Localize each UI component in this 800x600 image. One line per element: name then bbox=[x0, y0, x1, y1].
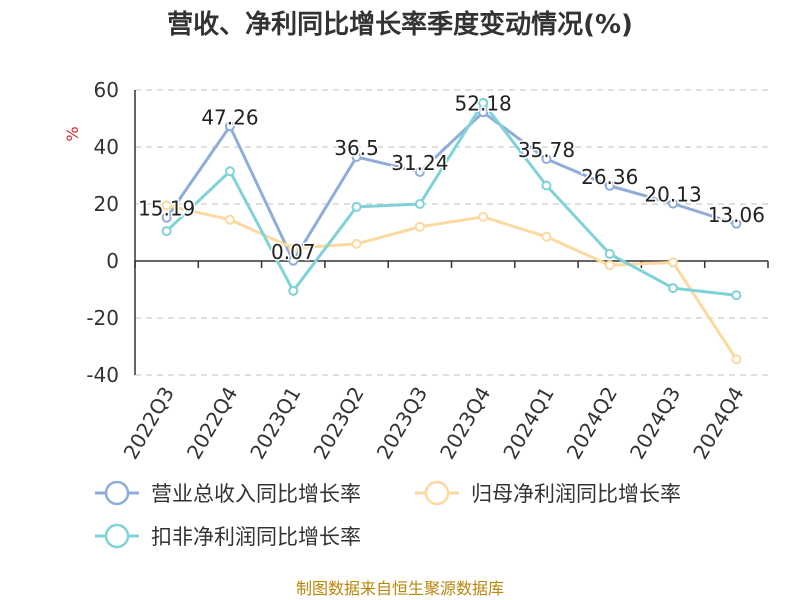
x-tick-label: 2023Q4 bbox=[435, 383, 495, 464]
data-point bbox=[288, 255, 299, 266]
data-point bbox=[351, 151, 362, 162]
legend-swatch-marker bbox=[104, 523, 130, 549]
data-point bbox=[414, 166, 425, 177]
data-label: 26.36 bbox=[581, 165, 638, 189]
y-tick-label: 0 bbox=[106, 249, 119, 273]
data-point bbox=[161, 200, 172, 211]
data-point bbox=[541, 231, 552, 242]
data-point bbox=[541, 180, 552, 191]
y-tick-label: -40 bbox=[86, 363, 119, 387]
data-point bbox=[478, 211, 489, 222]
data-point bbox=[224, 166, 235, 177]
data-point bbox=[668, 257, 679, 268]
x-tick-label: 2023Q3 bbox=[372, 383, 432, 464]
data-point bbox=[478, 107, 489, 118]
data-label: 0.07 bbox=[271, 240, 316, 264]
data-point bbox=[224, 121, 235, 132]
data-point bbox=[224, 214, 235, 225]
grid-lines bbox=[135, 89, 768, 376]
x-tick-label: 2024Q4 bbox=[688, 383, 748, 464]
data-point bbox=[731, 290, 742, 301]
source-note: 制图数据来自恒生聚源数据库 bbox=[296, 579, 504, 598]
data-label: 52.18 bbox=[455, 91, 512, 115]
y-tick-label: -20 bbox=[86, 306, 119, 330]
data-point bbox=[478, 97, 489, 108]
data-labels: 15.19 47.26 0.07 36.5 31.24 52.1835.7826.3620… bbox=[137, 90, 767, 266]
data-point bbox=[288, 243, 299, 254]
series-line-1 bbox=[165, 110, 737, 263]
x-tick-label: 2024Q2 bbox=[562, 383, 622, 464]
series-lines bbox=[161, 97, 742, 365]
legend-item-1: 营业总收入同比增长率 bbox=[95, 480, 361, 506]
data-point bbox=[604, 260, 615, 271]
series-line-3 bbox=[165, 101, 737, 297]
legend-swatch-marker bbox=[424, 480, 450, 506]
x-tick-label: 2024Q1 bbox=[498, 383, 558, 464]
data-point bbox=[604, 248, 615, 259]
data-point bbox=[731, 354, 742, 365]
legend-label: 归母净利润同比增长率 bbox=[471, 482, 681, 506]
y-tick-label: 20 bbox=[94, 192, 119, 216]
data-point bbox=[351, 238, 362, 249]
y-tick-label: 40 bbox=[94, 135, 119, 159]
legend-item-2: 归母净利润同比增长率 bbox=[415, 480, 681, 506]
legend-swatch-marker bbox=[104, 480, 130, 506]
data-point bbox=[161, 212, 172, 223]
legend-item-3: 扣非净利润同比增长率 bbox=[95, 523, 361, 549]
data-point bbox=[668, 283, 679, 294]
data-point bbox=[731, 218, 742, 229]
data-point bbox=[351, 201, 362, 212]
data-point bbox=[414, 199, 425, 209]
data-label: 31.24 bbox=[391, 151, 448, 175]
data-label: 20.13 bbox=[644, 183, 701, 207]
x-tick-label: 2024Q3 bbox=[625, 383, 685, 464]
data-point bbox=[414, 221, 425, 232]
data-label: 35.78 bbox=[518, 138, 575, 162]
legend-label: 营业总收入同比增长率 bbox=[151, 482, 361, 506]
x-tick-label: 2023Q2 bbox=[308, 383, 368, 464]
x-tick-label: 2022Q4 bbox=[182, 383, 242, 464]
chart-title: 营收、净利同比增长率季度变动情况(%) bbox=[167, 9, 633, 40]
x-tick-label: 2022Q3 bbox=[119, 383, 179, 464]
legend-label: 扣非净利润同比增长率 bbox=[151, 525, 361, 549]
data-point bbox=[668, 198, 679, 209]
data-label: 47.26 bbox=[201, 105, 258, 129]
data-point bbox=[604, 180, 615, 191]
data-label: 36.5 bbox=[334, 136, 379, 160]
y-tick-label: 60 bbox=[94, 78, 119, 102]
data-point bbox=[288, 285, 299, 296]
y-unit-label: % bbox=[63, 126, 82, 141]
data-label: 15.19 bbox=[138, 197, 195, 221]
data-point bbox=[541, 154, 552, 165]
data-point bbox=[161, 226, 172, 237]
series-line-2 bbox=[166, 203, 738, 361]
data-label: 13.06 bbox=[708, 203, 765, 227]
x-tick-label: 2023Q1 bbox=[245, 383, 305, 464]
